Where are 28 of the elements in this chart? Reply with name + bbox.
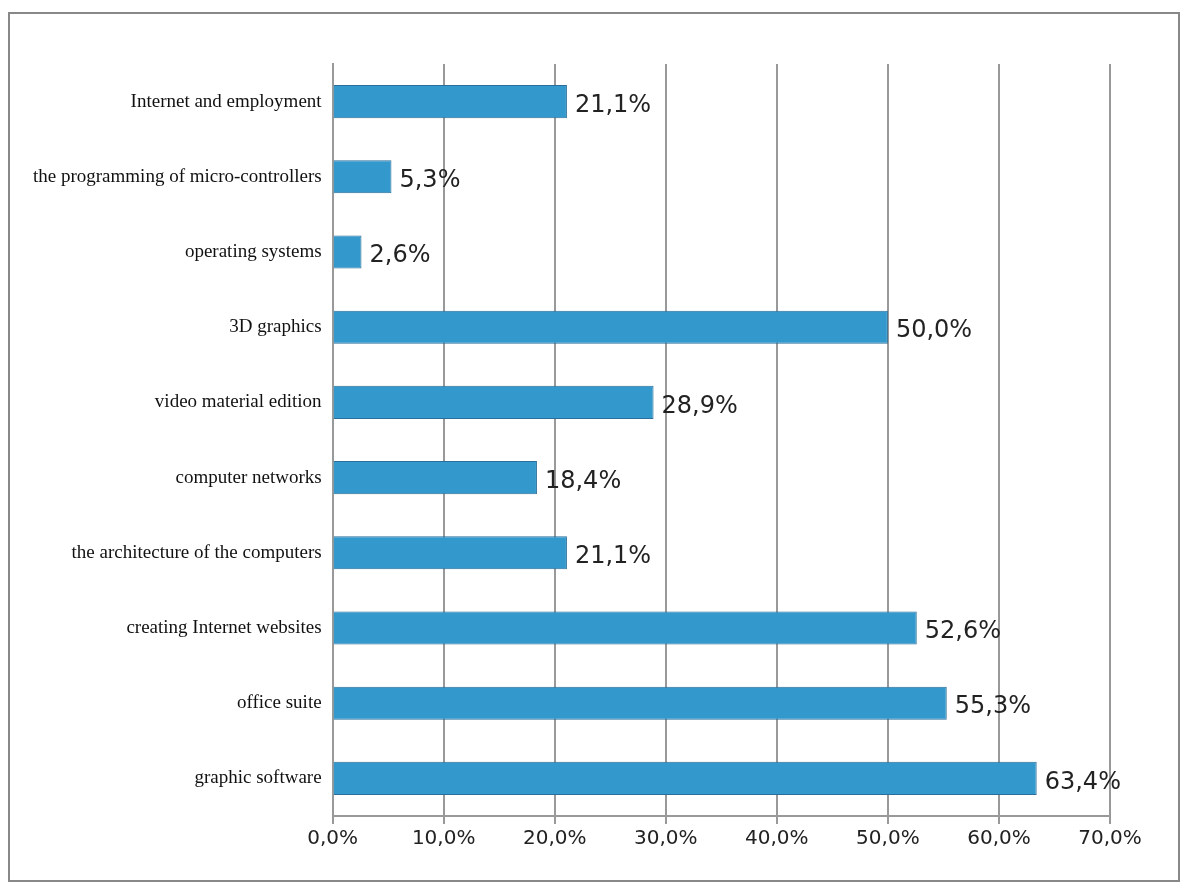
data-label: 21,1% xyxy=(574,89,652,118)
data-label: 50,0% xyxy=(895,315,973,344)
y-tick-label: creating Internet websites xyxy=(126,615,322,637)
data-label: 5,3% xyxy=(399,165,461,194)
x-tick-label: 20,0% xyxy=(522,825,587,850)
x-tick-label: 0,0% xyxy=(307,825,359,850)
x-tick-label: 60,0% xyxy=(967,825,1031,850)
data-label: 52,6% xyxy=(924,616,1002,645)
x-tick-label: 40,0% xyxy=(745,825,809,850)
data-label: 63,4% xyxy=(1044,766,1121,795)
y-tick-label: operating systems xyxy=(184,239,322,261)
x-tick-label: 10,0% xyxy=(411,825,476,850)
x-tick-label: 70,0% xyxy=(1078,825,1142,850)
data-label: 18,4% xyxy=(544,465,622,494)
y-tick-label: office suite xyxy=(237,691,322,713)
y-tick-label: the programming of micro-controllers xyxy=(33,164,322,186)
data-label: 55,3% xyxy=(954,691,1031,720)
y-tick-label: the architecture of the computers xyxy=(71,540,322,562)
y-tick-label: Internet and employment xyxy=(130,89,323,111)
x-tick-label: 30,0% xyxy=(634,825,698,850)
x-tick-label: 50,0% xyxy=(856,825,920,850)
data-label: 21,1% xyxy=(574,541,652,570)
data-label: 2,6% xyxy=(369,240,431,269)
y-tick-label: video material edition xyxy=(154,390,323,412)
y-tick-label: computer networks xyxy=(175,465,322,487)
data-label: 28,9% xyxy=(661,390,738,419)
y-tick-label: graphic software xyxy=(194,766,322,788)
y-tick-label: 3D graphics xyxy=(229,315,322,337)
